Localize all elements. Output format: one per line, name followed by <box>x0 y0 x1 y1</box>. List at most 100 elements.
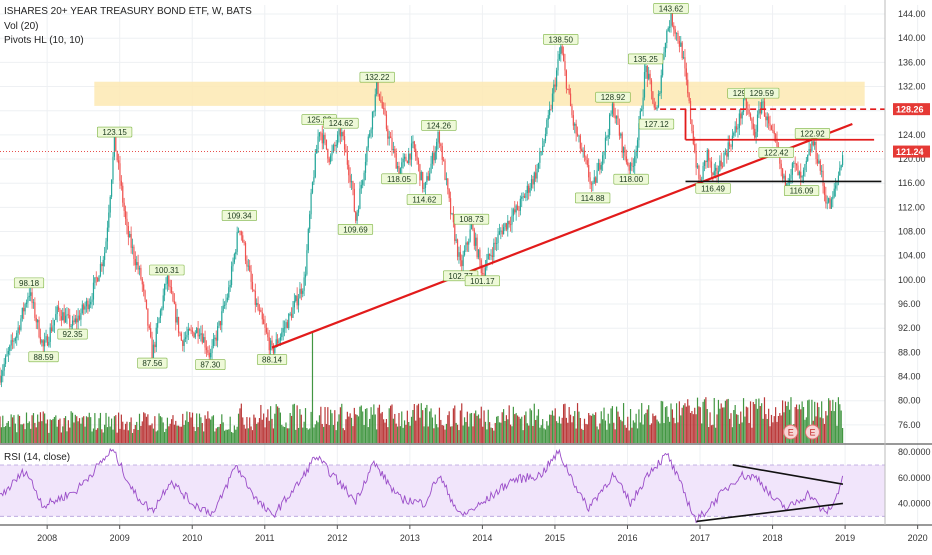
candle-body <box>115 135 117 152</box>
candle-body <box>105 241 107 253</box>
volume-bar <box>77 421 79 443</box>
candle-body <box>496 243 498 244</box>
candle-body <box>124 210 127 219</box>
candle-body <box>734 126 736 133</box>
volume-bar <box>727 398 729 443</box>
volume-bar <box>607 413 609 443</box>
candle-body <box>380 99 382 102</box>
candle-body <box>501 230 503 235</box>
candle-body <box>353 188 355 212</box>
candle-body <box>92 282 95 300</box>
candle-body <box>426 176 428 183</box>
volume-bar <box>11 417 14 443</box>
candle-body <box>537 162 540 169</box>
candle-body <box>131 246 134 248</box>
candle-body <box>143 284 145 291</box>
candle-body <box>649 73 651 81</box>
price-tick-label: 76.00 <box>898 420 921 430</box>
candle-body <box>491 255 494 258</box>
pivot-label: 132.22 <box>365 73 390 82</box>
candle-body <box>809 149 812 152</box>
volume-bar <box>709 412 711 443</box>
candle-body <box>622 147 625 153</box>
volume-bar <box>521 416 523 443</box>
candle-body <box>444 160 446 180</box>
volume-bar <box>636 428 639 443</box>
candle-body <box>39 337 42 343</box>
candle-body <box>80 313 82 320</box>
volume-bar <box>147 414 149 443</box>
volume-bar <box>346 411 348 443</box>
volume-bar <box>355 414 357 443</box>
volume-bar <box>274 413 276 443</box>
volume-bar <box>412 409 414 443</box>
candle-body <box>332 145 335 151</box>
candle-body <box>562 53 565 61</box>
volume-bar <box>558 416 561 443</box>
volume-bar <box>401 411 403 443</box>
volume-bar <box>97 428 99 443</box>
candle-body <box>0 375 2 383</box>
volume-bar <box>728 418 731 443</box>
volume-bar <box>737 414 739 443</box>
candle-body <box>154 344 156 348</box>
volume-bar <box>98 418 100 443</box>
volume-bar <box>49 419 51 443</box>
volume-bar <box>170 419 173 443</box>
pivot-label-box <box>381 173 417 185</box>
volume-bar <box>452 408 454 443</box>
candle-body <box>335 144 337 147</box>
candle-body <box>436 142 438 152</box>
volume-bar <box>83 416 85 443</box>
volume-bar <box>779 413 781 443</box>
volume-bar <box>56 426 58 443</box>
volume-bar <box>451 426 453 443</box>
time-tick-label: 2020 <box>908 533 928 543</box>
candle-body <box>413 141 415 149</box>
volume-bar <box>264 427 266 443</box>
candle-body <box>755 131 757 138</box>
volume-bar <box>228 429 230 443</box>
volume-bar <box>688 405 690 443</box>
volume-bar <box>37 414 39 443</box>
volume-bar <box>336 421 339 443</box>
volume-bar <box>240 403 242 443</box>
candle-body <box>811 141 813 152</box>
candle-body <box>456 239 459 257</box>
candle-body <box>814 141 816 146</box>
candle-body <box>16 332 18 338</box>
candle-body <box>610 113 612 115</box>
volume-bar <box>218 426 220 443</box>
candle-body <box>454 222 456 241</box>
volume-bar <box>554 408 556 443</box>
candle-body <box>345 149 347 153</box>
candle-body <box>430 163 432 174</box>
volume-bar <box>69 427 71 443</box>
candle-body <box>780 163 782 169</box>
candle-body <box>673 25 675 30</box>
volume-bar <box>265 417 268 443</box>
volume-bar <box>57 419 60 443</box>
candle-body <box>583 150 586 157</box>
volume-bar <box>289 412 291 443</box>
volume-bar <box>27 423 29 443</box>
candle-body <box>807 154 809 161</box>
candle-body <box>689 100 692 120</box>
candle-body <box>352 181 354 189</box>
volume-bar <box>349 413 351 443</box>
time-tick-label: 2014 <box>472 533 492 543</box>
candle-body <box>547 115 549 120</box>
volume-bar <box>396 426 399 443</box>
volume-bar <box>80 423 82 443</box>
candle-body <box>99 263 102 276</box>
volume-bar <box>770 414 773 443</box>
volume-bar <box>169 423 171 443</box>
candle-body <box>355 211 357 221</box>
volume-bar <box>525 411 527 443</box>
candle-body <box>321 133 323 144</box>
volume-bar <box>403 420 406 443</box>
candle-body <box>797 165 799 176</box>
volume-bar <box>339 407 341 443</box>
candle-body <box>299 288 301 299</box>
